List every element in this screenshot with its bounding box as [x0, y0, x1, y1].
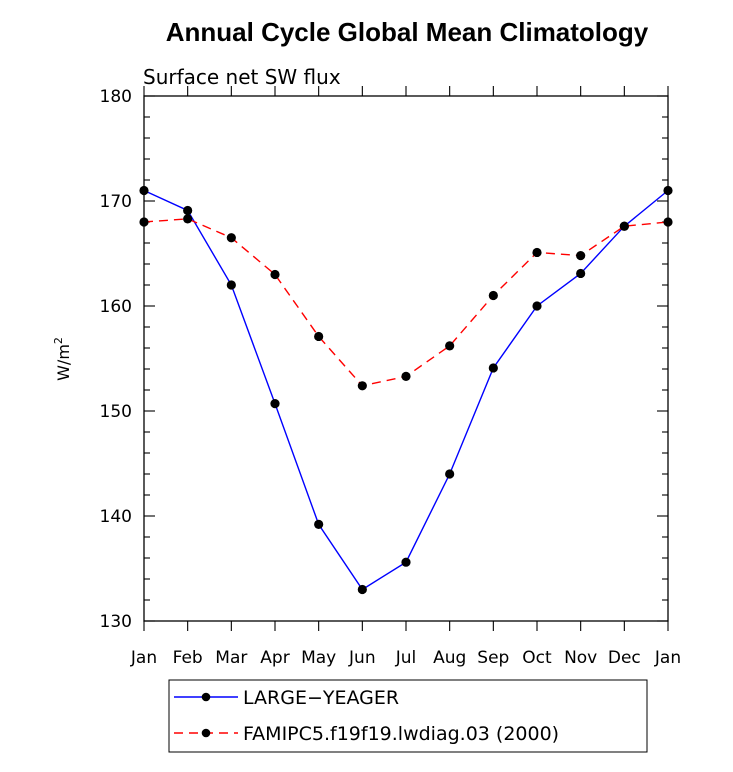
data-point-series-0	[488, 363, 498, 373]
svg-text:W/m2: W/m2	[52, 337, 73, 381]
data-point-series-1	[226, 233, 236, 243]
axis-ticks	[143, 86, 669, 631]
legend-marker-large-yeager	[201, 692, 211, 702]
data-point-series-0	[401, 557, 411, 567]
series-layer	[139, 185, 673, 595]
y-axis-label-base: W/m	[54, 344, 73, 381]
data-point-series-1	[663, 217, 673, 227]
x-tick-label: Sep	[477, 648, 509, 668]
x-tick-label: Nov	[564, 648, 597, 668]
series-line-0	[143, 189, 669, 591]
data-point-series-0	[663, 185, 673, 196]
data-point-series-1	[139, 217, 149, 227]
legend: LARGE−YEAGER FAMIPC5.f19f19.lwdiag.03 (2…	[168, 679, 648, 753]
data-point-series-1	[488, 290, 498, 301]
data-point-series-0	[226, 280, 236, 290]
legend-marker-famipc5	[201, 728, 211, 738]
x-tick-label: Jan	[654, 648, 681, 668]
y-tick-label: 160	[100, 297, 132, 317]
y-tick-labels: 130 140 150 160 170 180	[100, 87, 132, 632]
data-point-series-1	[314, 331, 324, 342]
x-tick-label: Mar	[215, 648, 247, 668]
y-tick-label: 180	[100, 87, 132, 107]
data-point-series-1	[619, 221, 629, 231]
x-tick-label: May	[301, 648, 336, 668]
x-tick-label: Dec	[608, 648, 641, 668]
plot-frame	[143, 95, 669, 622]
data-point-series-0	[270, 399, 280, 409]
data-point-series-1	[445, 341, 455, 351]
x-tick-label: Apr	[260, 648, 289, 668]
x-tick-label: Aug	[433, 648, 466, 668]
y-tick-label: 170	[100, 192, 132, 212]
data-point-series-1	[270, 269, 280, 280]
x-tick-label: Jun	[348, 648, 376, 668]
data-point-series-1	[532, 247, 542, 258]
chart-title: Annual Cycle Global Mean Climatology	[166, 17, 649, 47]
data-point-series-0	[357, 584, 367, 595]
x-tick-label: Jul	[395, 648, 417, 668]
x-tick-labels: Jan Feb Mar Apr May Jun Jul Aug Sep Oct Nov Dec Jan	[130, 648, 681, 668]
y-tick-label: 150	[100, 402, 132, 422]
y-tick-label: 130	[100, 612, 132, 632]
series-line-1	[143, 218, 669, 387]
y-axis-label-sup: 2	[52, 337, 65, 344]
legend-label-famipc5: FAMIPC5.f19f19.lwdiag.03 (2000)	[243, 723, 559, 745]
chart-subtitle: Surface net SW flux	[143, 65, 341, 89]
y-tick-label: 140	[100, 507, 132, 527]
legend-label-large-yeager: LARGE−YEAGER	[243, 687, 399, 709]
legend-box	[168, 679, 648, 753]
x-tick-label: Oct	[522, 648, 552, 668]
data-point-series-1	[401, 371, 411, 381]
data-point-series-1	[357, 381, 367, 391]
data-point-series-0	[183, 205, 193, 216]
data-point-series-1	[576, 251, 586, 261]
data-point-series-0	[445, 469, 455, 479]
x-tick-label: Feb	[173, 648, 203, 668]
data-point-series-0	[532, 301, 542, 311]
y-axis-label: W/m2	[52, 337, 73, 381]
x-tick-label: Jan	[130, 648, 157, 668]
data-point-series-0	[576, 268, 586, 279]
data-point-series-0	[314, 519, 324, 530]
data-point-series-1	[183, 214, 193, 224]
data-point-series-0	[139, 185, 149, 196]
